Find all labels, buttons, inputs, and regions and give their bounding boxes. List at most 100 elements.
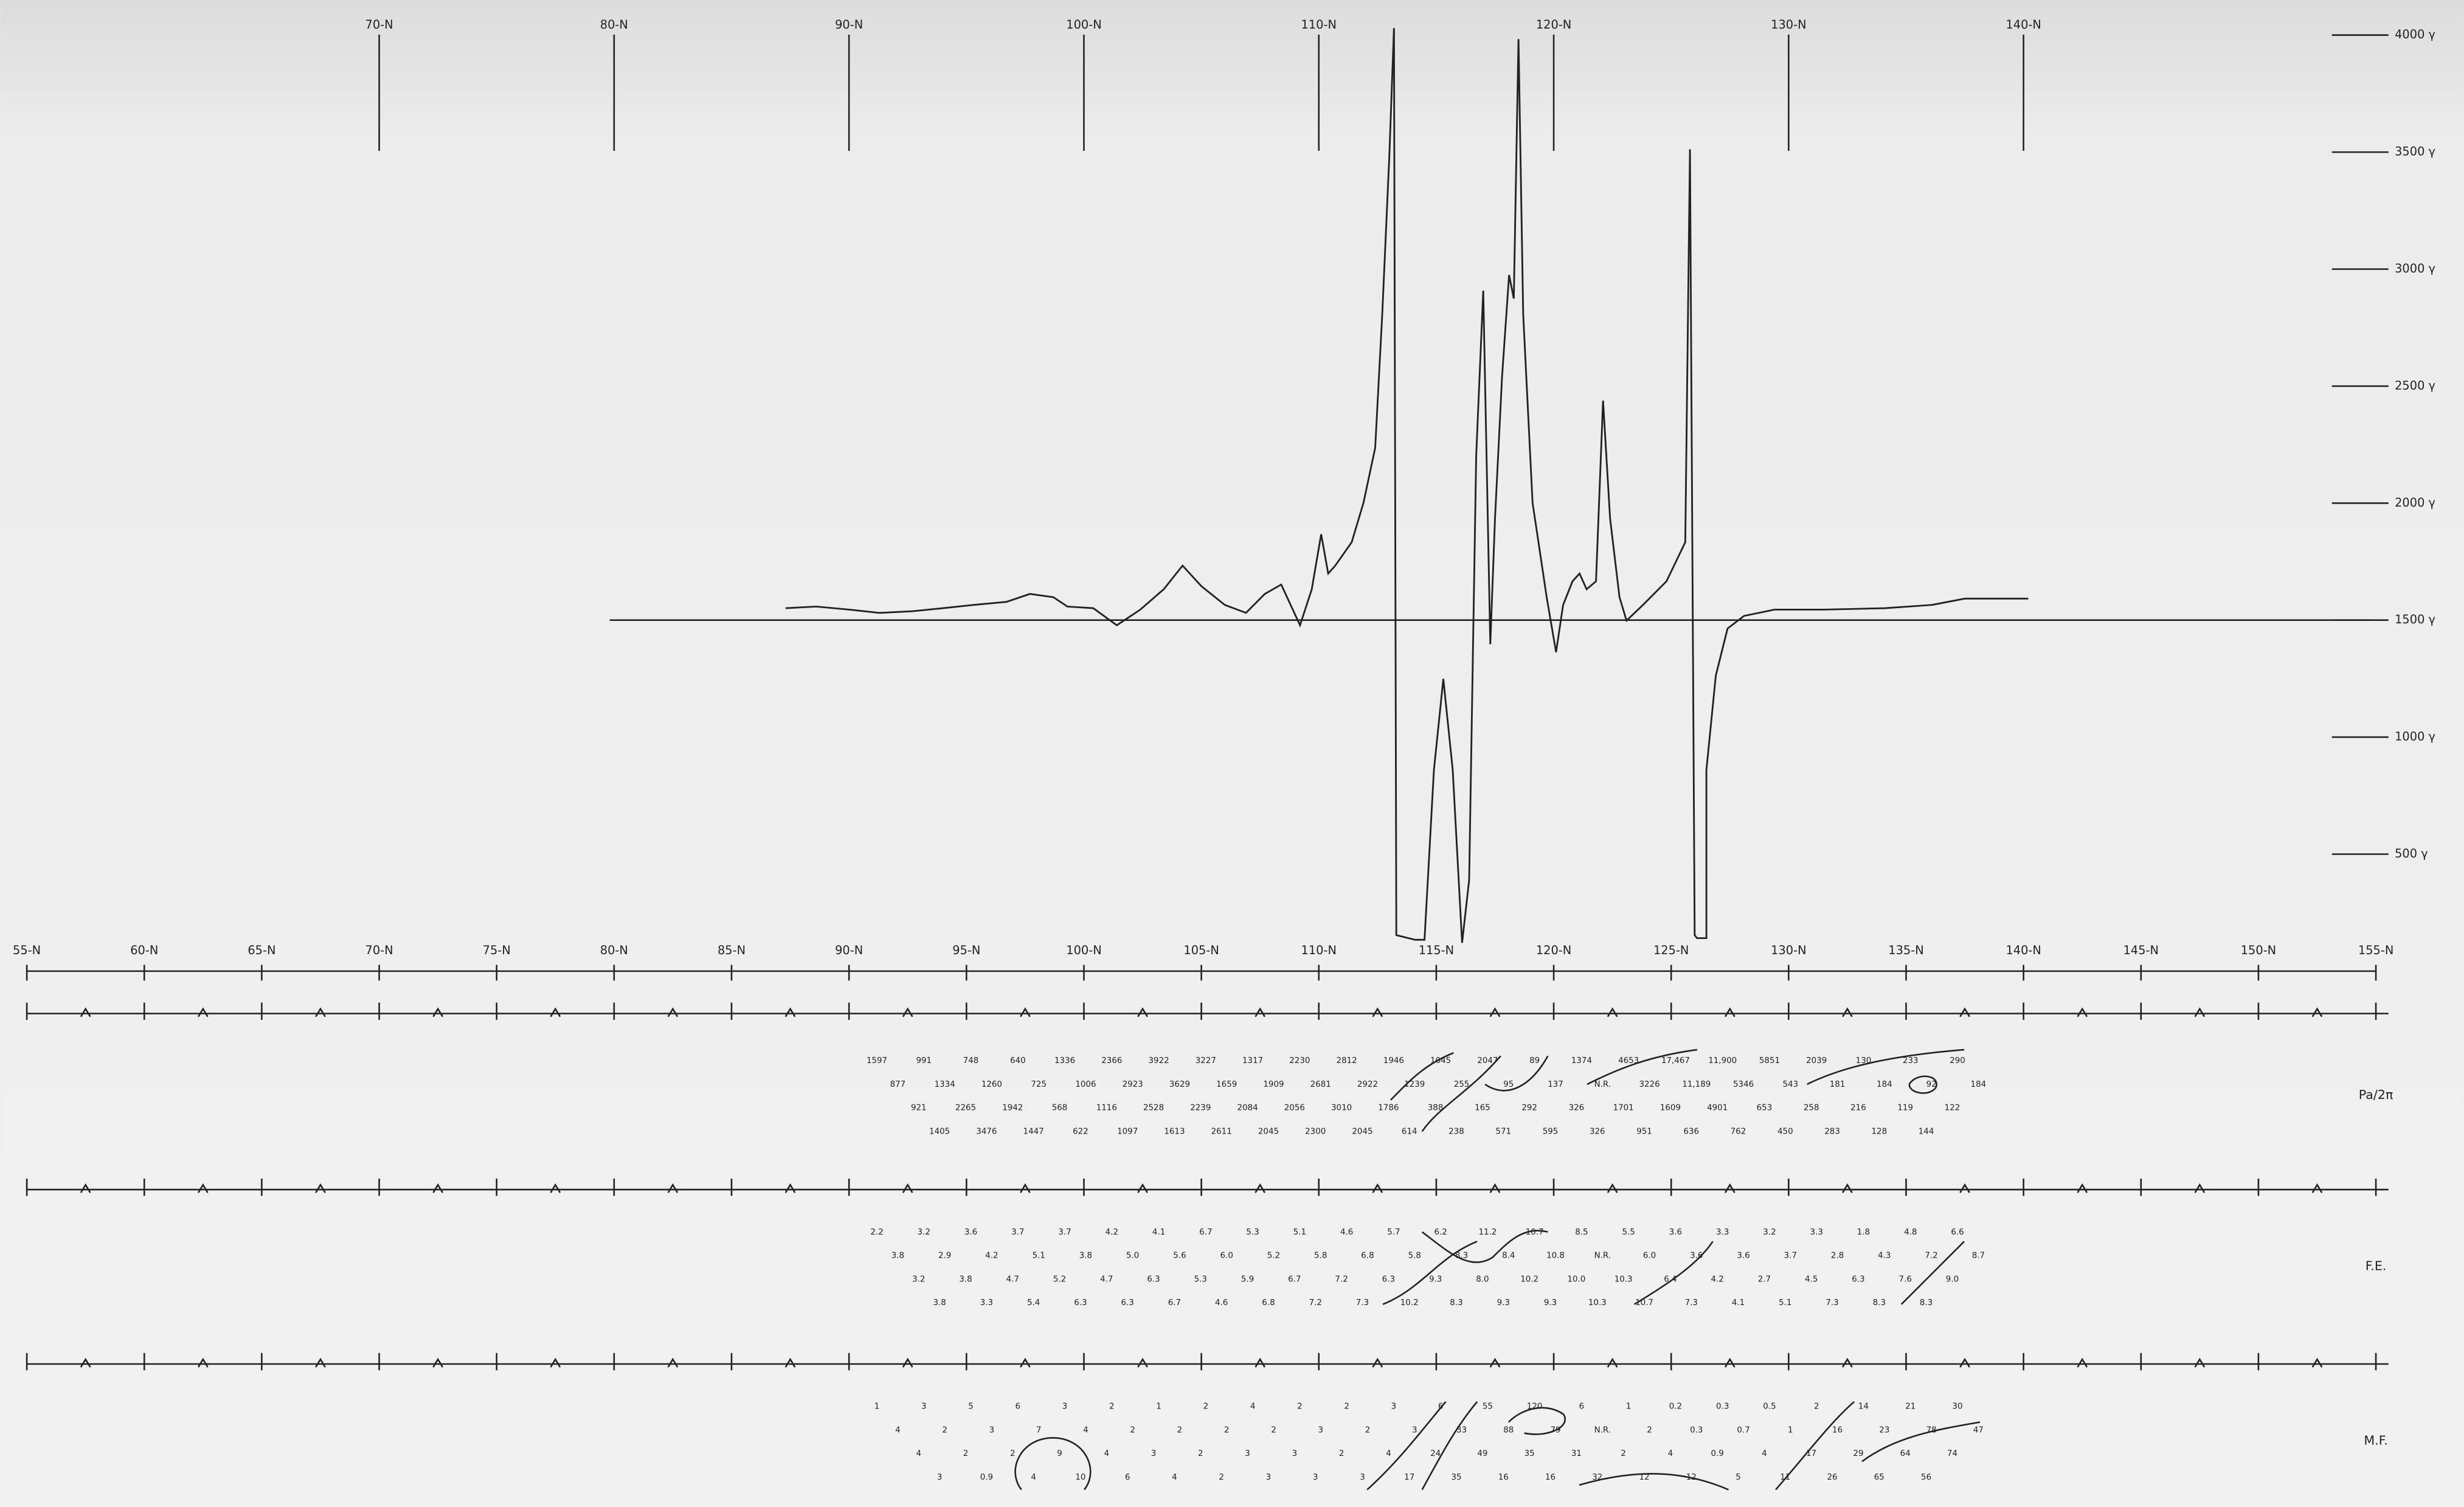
x-tick-label: 110-N — [1301, 943, 1337, 957]
section-value: 89 — [1529, 1056, 1540, 1065]
section-value: 1006 — [1075, 1080, 1096, 1089]
station-mark — [1724, 1007, 1736, 1017]
station-mark — [432, 1357, 444, 1368]
section-value: 3.8 — [891, 1252, 904, 1261]
section-value: 4.2 — [1106, 1228, 1118, 1237]
station-mark — [784, 1007, 796, 1017]
y-tick-label: 2500 γ — [2395, 378, 2435, 392]
section-value: 3226 — [1639, 1080, 1659, 1089]
section-value: 184 — [1877, 1080, 1892, 1089]
contour — [1014, 1437, 1092, 1491]
section-value: 3.3 — [980, 1298, 993, 1308]
station-mark — [432, 1007, 444, 1017]
section-label: F.E. — [2365, 1259, 2387, 1273]
contour — [1421, 1230, 1548, 1263]
contour — [1484, 1055, 1549, 1092]
section-value: 640 — [1010, 1056, 1026, 1065]
section-value: 6.3 — [1852, 1275, 1864, 1284]
contour — [1421, 1055, 1501, 1132]
section-value: 10.8 — [1546, 1252, 1565, 1261]
x-tick-label: 115-N — [1419, 943, 1454, 957]
section-value: 11,189 — [1682, 1080, 1711, 1089]
section-value: 29 — [1853, 1449, 1863, 1458]
section-value: 10.3 — [1614, 1275, 1633, 1284]
contour — [1587, 1048, 1698, 1086]
section-value: 7.2 — [1925, 1252, 1937, 1261]
section-value: 35 — [1524, 1449, 1535, 1458]
section-value: 7.3 — [1356, 1298, 1369, 1308]
top-tick-label: 140-N — [2005, 18, 2041, 32]
station-mark — [1959, 1357, 1970, 1368]
section-value: 238 — [1448, 1127, 1464, 1136]
section-value: 4 — [1083, 1426, 1088, 1435]
section-value: 388 — [1428, 1104, 1444, 1113]
section-value: 88 — [1503, 1426, 1514, 1435]
contour — [1861, 1421, 1981, 1463]
section-value: 5 — [1736, 1473, 1741, 1482]
section-value: 3.8 — [1079, 1252, 1092, 1261]
section-value: 2 — [1224, 1426, 1230, 1435]
section-value: 9.0 — [1946, 1275, 1959, 1284]
y-tick-label: 3000 γ — [2395, 262, 2435, 275]
section-value: 3 — [921, 1402, 927, 1412]
station-mark — [2194, 1357, 2206, 1368]
section-value: 5.6 — [1173, 1252, 1186, 1261]
section-value: 26 — [1827, 1473, 1838, 1482]
station-mark — [1959, 1183, 1970, 1193]
section-value: 12 — [1639, 1473, 1649, 1482]
section-value: 2 — [942, 1426, 947, 1435]
section-value: 10.0 — [1567, 1275, 1585, 1284]
section-value: 653 — [1757, 1104, 1773, 1113]
x-tick-label: 70-N — [365, 943, 393, 957]
x-tick-label: 145-N — [2123, 943, 2159, 957]
section-value: 3 — [1292, 1449, 1298, 1458]
section-value: 0.5 — [1763, 1402, 1776, 1412]
section-value: 4 — [1250, 1402, 1256, 1412]
section-value: 3.6 — [1737, 1252, 1749, 1261]
section-value: 3922 — [1149, 1056, 1169, 1065]
section-value: 326 — [1569, 1104, 1585, 1113]
section-value: 3.7 — [1784, 1252, 1797, 1261]
section-value: 2265 — [955, 1104, 976, 1113]
section-value: 3.2 — [918, 1228, 930, 1237]
section-value: 6.3 — [1382, 1275, 1395, 1284]
section-value: 7.3 — [1826, 1298, 1838, 1308]
section-value: 2 — [1271, 1426, 1276, 1435]
section-value: 748 — [963, 1056, 979, 1065]
station-mark — [1489, 1007, 1501, 1017]
section-value: 4.2 — [1711, 1275, 1724, 1284]
station-mark — [2077, 1007, 2088, 1017]
contour — [1507, 1407, 1566, 1435]
section-value: 3010 — [1331, 1104, 1352, 1113]
station-mark — [197, 1007, 209, 1017]
section-value: 1336 — [1054, 1056, 1075, 1065]
y-tick-label: 3500 γ — [2395, 145, 2435, 159]
section-value: 3 — [1151, 1449, 1157, 1458]
section-value: 8.3 — [1450, 1298, 1462, 1308]
section-value: 184 — [1971, 1080, 1987, 1089]
section-value: 3.6 — [1669, 1228, 1682, 1237]
section-value: 3 — [1360, 1473, 1365, 1482]
section-value: 2 — [1365, 1426, 1371, 1435]
x-tick-label: 100-N — [1066, 943, 1101, 957]
section-value: 2 — [1010, 1449, 1016, 1458]
section-value: 55 — [1483, 1402, 1493, 1412]
section-value: 3 — [1313, 1473, 1318, 1482]
section-value: 2 — [1344, 1402, 1349, 1412]
section-value: 921 — [911, 1104, 927, 1113]
station-mark — [432, 1183, 444, 1193]
station-mark — [80, 1357, 91, 1368]
section-value: 4 — [1172, 1473, 1177, 1482]
section-value: 24 — [1430, 1449, 1441, 1458]
section-value: 4.3 — [1878, 1252, 1891, 1261]
contour — [1366, 1401, 1447, 1491]
section-value: 2 — [1198, 1449, 1203, 1458]
contour — [1382, 1241, 1478, 1305]
section-value: 5.7 — [1387, 1228, 1400, 1237]
section-value: 2923 — [1123, 1080, 1143, 1089]
section-value: 4 — [1668, 1449, 1673, 1458]
section-value: 2 — [1203, 1402, 1209, 1412]
section-value: 30 — [1952, 1402, 1962, 1412]
section-value: 3.2 — [1763, 1228, 1776, 1237]
